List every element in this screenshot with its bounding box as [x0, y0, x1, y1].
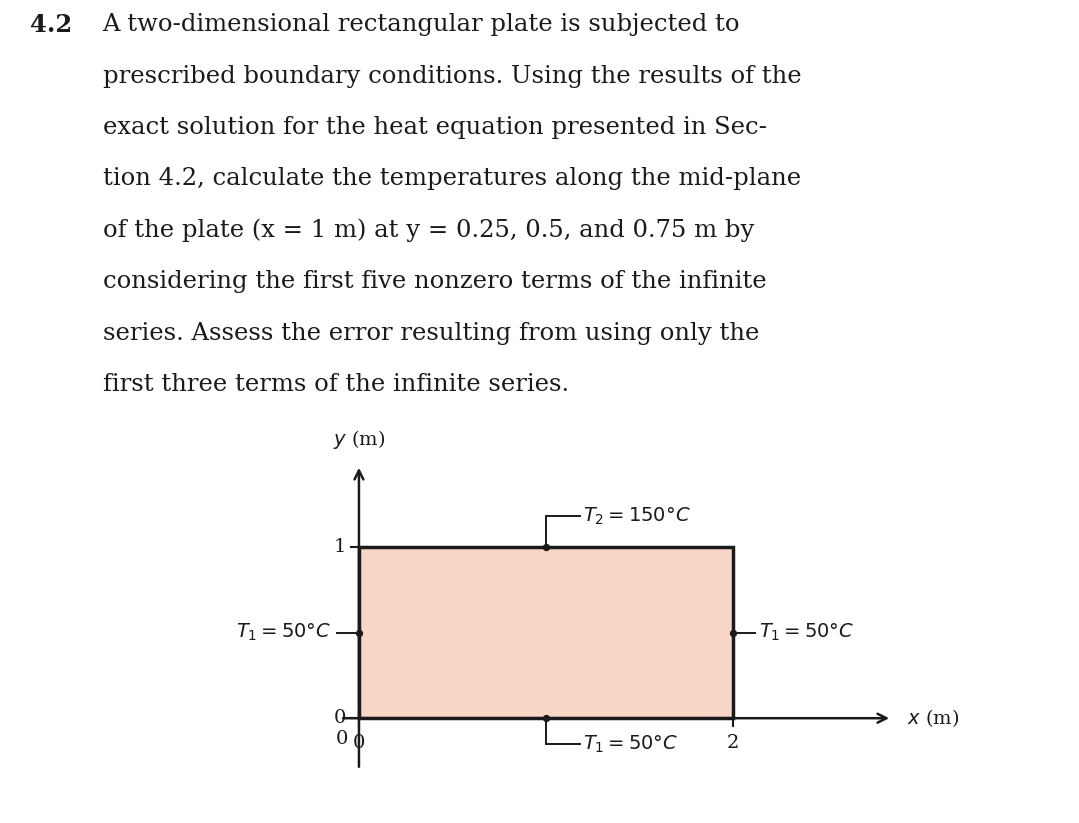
Text: tion 4.2, calculate the temperatures along the mid-plane: tion 4.2, calculate the temperatures alo…	[103, 168, 801, 190]
Text: $T_1 = 50°C$: $T_1 = 50°C$	[235, 622, 331, 644]
Text: 2: 2	[727, 733, 739, 751]
Text: $\it{x}$ (m): $\it{x}$ (m)	[907, 707, 959, 729]
Text: 1: 1	[333, 538, 346, 556]
Text: 0: 0	[336, 730, 347, 748]
Bar	[359, 547, 733, 718]
Text: exact solution for the heat equation presented in Sec-: exact solution for the heat equation pre…	[103, 116, 766, 139]
Text: 4.2: 4.2	[30, 13, 72, 37]
Text: 0: 0	[333, 709, 346, 728]
Text: prescribed boundary conditions. Using the results of the: prescribed boundary conditions. Using th…	[103, 64, 801, 87]
Text: $T_2 = 150°C$: $T_2 = 150°C$	[584, 505, 691, 527]
Point	[537, 541, 555, 554]
Text: of the plate (x = 1 m) at y = 0.25, 0.5, and 0.75 m by: of the plate (x = 1 m) at y = 0.25, 0.5,…	[103, 219, 754, 243]
Text: 0: 0	[353, 733, 365, 751]
Text: $\it{y}$ (m): $\it{y}$ (m)	[332, 428, 385, 451]
Text: first three terms of the infinite series.: first three terms of the infinite series…	[103, 374, 569, 397]
Text: A two-dimensional rectangular plate is subjected to: A two-dimensional rectangular plate is s…	[103, 13, 740, 36]
Point	[351, 626, 368, 639]
Text: $T_1 = 50°C$: $T_1 = 50°C$	[584, 733, 679, 755]
Point	[724, 626, 741, 639]
Text: series. Assess the error resulting from using only the: series. Assess the error resulting from …	[103, 322, 759, 345]
Text: considering the first five nonzero terms of the infinite: considering the first five nonzero terms…	[103, 271, 766, 294]
Point	[537, 712, 555, 725]
Text: $T_1 = 50°C$: $T_1 = 50°C$	[760, 622, 855, 644]
